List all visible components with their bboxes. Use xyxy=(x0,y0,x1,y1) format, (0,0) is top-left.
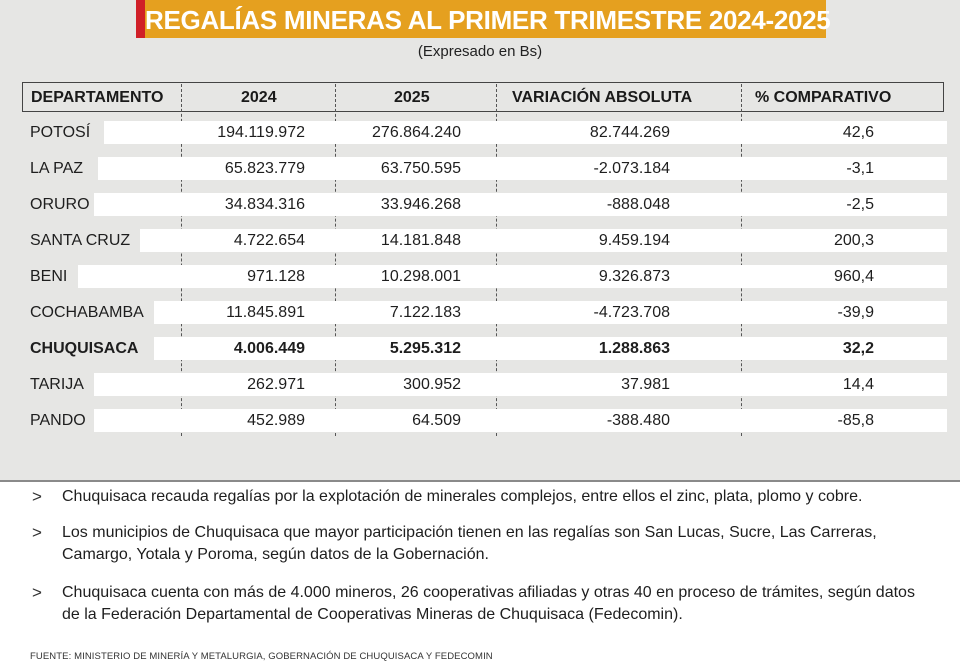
title-banner: REGALÍAS MINERAS AL PRIMER TRIMESTRE 202… xyxy=(136,0,831,38)
table-row: CHUQUISACA 4.006.449 5.295.312 1.288.863 32,… xyxy=(22,337,947,360)
bullet-marker: > xyxy=(32,487,42,506)
cell-departamento: SANTA CRUZ xyxy=(30,232,131,249)
table-row: TARIJA 262.971 300.952 37.981 14,4 xyxy=(22,373,947,396)
cell-2025: 10.298.001 xyxy=(380,268,461,285)
header-variacion-absoluta: VARIACIÓN ABSOLUTA xyxy=(512,89,693,106)
cell-2024: 262.971 xyxy=(247,376,305,393)
cell-porcentaje: -2,5 xyxy=(846,196,874,213)
column-separator xyxy=(181,84,182,436)
cell-variacion: -888.048 xyxy=(606,196,670,213)
cell-variacion: -2.073.184 xyxy=(593,160,670,177)
cell-2025: 276.864.240 xyxy=(372,124,461,141)
cell-2024: 194.119.972 xyxy=(217,124,305,141)
table-row: COCHABAMBA 11.845.891 7.122.183 -4.723.708 -… xyxy=(22,301,947,324)
cell-2024: 34.834.316 xyxy=(224,196,305,213)
cell-variacion: 37.981 xyxy=(621,376,670,393)
row-strip xyxy=(104,121,947,144)
note-text: Chuquisaca cuenta con más de 4.000 miner… xyxy=(62,584,915,623)
cell-variacion: 82.744.269 xyxy=(589,124,670,141)
cell-2024: 65.823.779 xyxy=(224,160,305,177)
header-2025: 2025 xyxy=(394,89,430,106)
cell-2025: 64.509 xyxy=(412,412,461,429)
cell-2025: 300.952 xyxy=(403,376,461,393)
row-strip xyxy=(98,157,947,180)
table-row: SANTA CRUZ 4.722.654 14.181.848 9.459.194 20… xyxy=(22,229,947,252)
cell-variacion: 9.459.194 xyxy=(598,232,670,249)
table-row: ORURO 34.834.316 33.946.268 -888.048 -2,5 xyxy=(22,193,947,216)
header-2024: 2024 xyxy=(241,89,277,106)
row-strip xyxy=(94,193,947,216)
page-title: REGALÍAS MINERAS AL PRIMER TRIMESTRE 202… xyxy=(145,5,831,35)
table-row: POTOSÍ 194.119.972 276.864.240 82.744.269 42… xyxy=(22,121,947,144)
cell-2024: 452.989 xyxy=(247,412,305,429)
row-strip xyxy=(154,301,947,324)
row-strip xyxy=(94,409,947,432)
cell-variacion: 9.326.873 xyxy=(598,268,670,285)
cell-2025: 63.750.595 xyxy=(380,160,461,177)
row-strip xyxy=(94,373,947,396)
cell-departamento: ORURO xyxy=(30,196,90,213)
cell-porcentaje: 960,4 xyxy=(833,268,874,285)
source-credit: FUENTE: MINISTERIO DE MINERÍA Y METALURG… xyxy=(30,651,493,662)
cell-2024: 4.006.449 xyxy=(233,340,305,357)
table-row: BENI 971.128 10.298.001 9.326.873 960,4 xyxy=(22,265,947,288)
cell-porcentaje: -85,8 xyxy=(837,412,874,429)
cell-porcentaje: -3,1 xyxy=(846,160,874,177)
cell-2025: 7.122.183 xyxy=(389,304,461,321)
row-strip xyxy=(78,265,947,288)
table-header: DEPARTAMENTO 2024 2025 VARIACIÓN ABSOLUT… xyxy=(22,82,944,112)
note-text: Los municipios de Chuquisaca que mayor p… xyxy=(62,524,877,563)
cell-departamento: COCHABAMBA xyxy=(30,304,144,321)
bullet-marker: > xyxy=(32,583,42,602)
bullet-marker: > xyxy=(32,523,42,542)
cell-variacion: 1.288.863 xyxy=(598,340,670,357)
cell-departamento: TARIJA xyxy=(30,376,84,393)
column-separator xyxy=(335,84,336,436)
cell-2025: 5.295.312 xyxy=(389,340,461,357)
header-porcentaje-comparativo: % COMPARATIVO xyxy=(755,89,892,106)
table-row: LA PAZ 65.823.779 63.750.595 -2.073.184 -3,1 xyxy=(22,157,947,180)
subtitle: (Expresado en Bs) xyxy=(417,43,543,60)
cell-porcentaje: -39,9 xyxy=(837,304,874,321)
cell-2024: 971.128 xyxy=(247,268,305,285)
table-row: PANDO 452.989 64.509 -388.480 -85,8 xyxy=(22,409,947,432)
cell-departamento: CHUQUISACA xyxy=(30,340,139,357)
row-strip xyxy=(154,337,947,360)
cell-variacion: -4.723.708 xyxy=(593,304,670,321)
cell-departamento: PANDO xyxy=(30,412,86,429)
header-departamento: DEPARTAMENTO xyxy=(31,89,164,106)
cell-porcentaje: 14,4 xyxy=(842,376,874,393)
row-strip xyxy=(140,229,947,252)
cell-2025: 33.946.268 xyxy=(380,196,461,213)
cell-2024: 11.845.891 xyxy=(226,304,305,321)
cell-porcentaje: 200,3 xyxy=(833,232,874,249)
note-text: Chuquisaca recauda regalías por la explo… xyxy=(62,488,863,505)
cell-departamento: BENI xyxy=(30,268,68,285)
column-separator xyxy=(496,84,497,436)
cell-variacion: -388.480 xyxy=(606,412,670,429)
cell-departamento: POTOSÍ xyxy=(30,124,91,141)
cell-porcentaje: 42,6 xyxy=(842,124,874,141)
cell-porcentaje: 32,2 xyxy=(842,340,874,357)
cell-2024: 4.722.654 xyxy=(233,232,305,249)
cell-2025: 14.181.848 xyxy=(380,232,461,249)
column-separator xyxy=(741,84,742,436)
cell-departamento: LA PAZ xyxy=(30,160,84,177)
